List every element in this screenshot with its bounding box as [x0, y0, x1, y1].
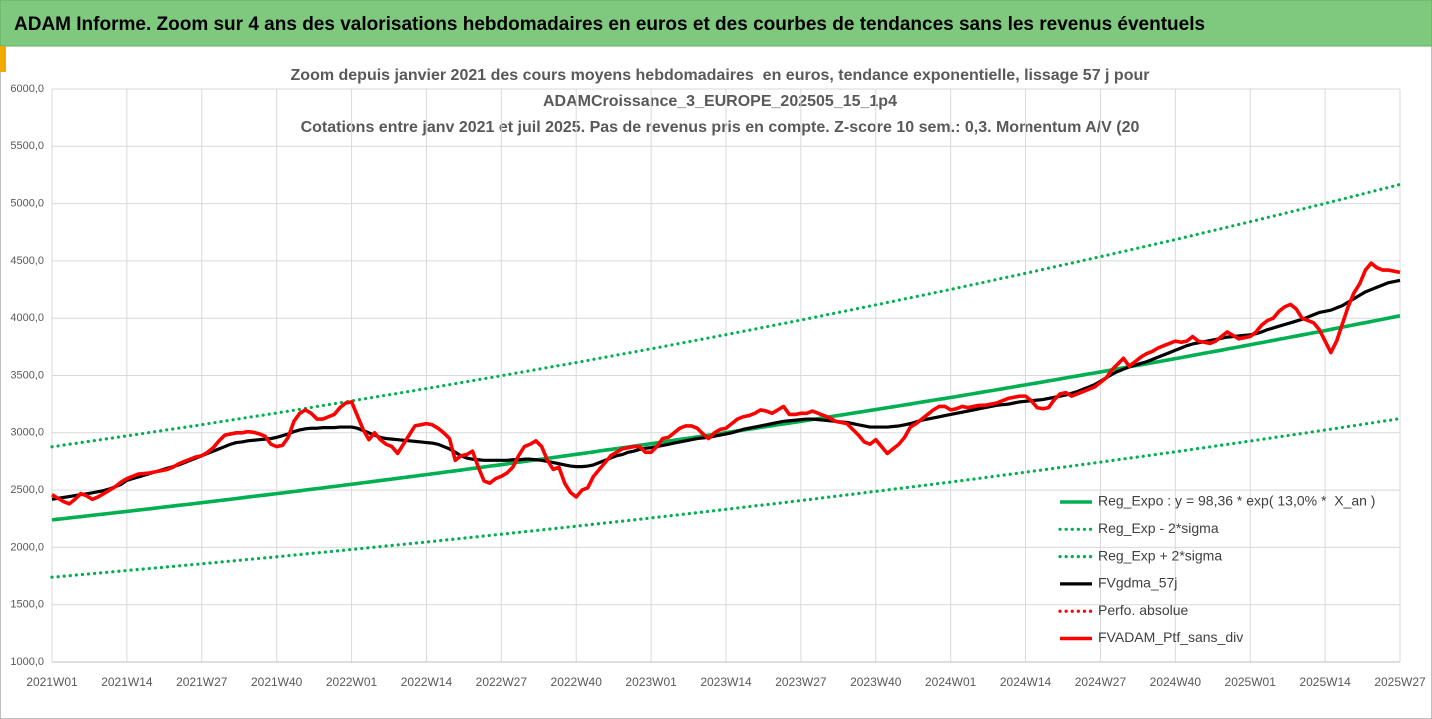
y-tick-label: 3500,0	[10, 369, 44, 381]
accent-bar	[0, 46, 6, 72]
legend-label: Reg_Exp - 2*sigma	[1098, 520, 1219, 536]
x-tick-label: 2021W27	[176, 675, 228, 689]
series-line	[51, 261, 1401, 506]
legend-label: FVgdma_57j	[1098, 575, 1177, 591]
series-line	[51, 278, 1401, 501]
chart-subtitle: ADAMCroissance_3_EUROPE_202505_15_1p4	[543, 93, 897, 110]
chart-subtitle: Zoom depuis janvier 2021 des cours moyen…	[291, 67, 1150, 84]
x-tick-label: 2023W14	[700, 675, 752, 689]
y-tick-label: 5500,0	[10, 140, 44, 152]
legend-label: FVADAM_Ptf_sans_div	[1098, 629, 1243, 645]
x-tick-label: 2021W14	[101, 675, 153, 689]
y-tick-label: 6000,0	[10, 83, 44, 95]
x-tick-label: 2024W40	[1150, 675, 1202, 689]
series-line	[50, 416, 1402, 579]
x-tick-label: 2024W14	[1000, 675, 1052, 689]
y-tick-label: 4000,0	[10, 312, 44, 324]
x-tick-label: 2022W27	[476, 675, 528, 689]
x-tick-label: 2022W40	[551, 675, 603, 689]
y-tick-label: 1500,0	[10, 599, 44, 611]
x-tick-label: 2022W14	[401, 675, 453, 689]
x-tick-label: 2025W14	[1299, 675, 1351, 689]
y-tick-label: 2500,0	[10, 484, 44, 496]
y-tick-label: 2000,0	[10, 541, 44, 553]
chart-subtitle: Cotations entre janv 2021 et juil 2025. …	[301, 119, 1140, 136]
grid: 1000,0 1500,0 2000,0 2500,0 3000,0 3500,0 4000…	[10, 83, 1426, 689]
y-tick-label: 3000,0	[10, 427, 44, 439]
x-tick-label: 2023W40	[850, 675, 902, 689]
header-bar	[0, 0, 1432, 47]
x-tick-label: 2025W27	[1374, 675, 1426, 689]
x-tick-label: 2023W27	[775, 675, 827, 689]
x-tick-label: 2025W01	[1225, 675, 1277, 689]
x-tick-label: 2021W40	[251, 675, 303, 689]
legend-label: Reg_Exp + 2*sigma	[1098, 547, 1222, 563]
plot-lines	[50, 182, 1402, 579]
legend: Reg_Expo : y = 98,36 * exp( 13,0% * X_an…	[1058, 493, 1375, 645]
legend-label: Perfo. absolue	[1098, 602, 1188, 618]
legend-label: Reg_Expo : y = 98,36 * exp( 13,0% * X_an…	[1098, 493, 1375, 509]
header-title: ADAM Informe. Zoom sur 4 ans des valoris…	[14, 14, 1205, 35]
x-tick-label: 2024W01	[925, 675, 977, 689]
y-tick-label: 1000,0	[10, 656, 44, 668]
y-tick-label: 5000,0	[10, 198, 44, 210]
y-tick-label: 4500,0	[10, 255, 44, 267]
x-tick-label: 2024W27	[1075, 675, 1127, 689]
x-tick-label: 2022W01	[326, 675, 378, 689]
x-tick-label: 2023W01	[625, 675, 677, 689]
x-tick-label: 2021W01	[26, 675, 78, 689]
series-line	[50, 182, 1402, 449]
